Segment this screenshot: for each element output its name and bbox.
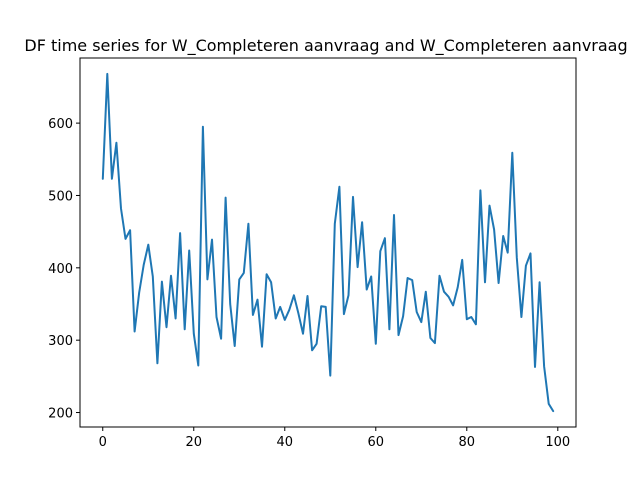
plot-frame (79, 57, 577, 428)
x-axis: 0 20 40 60 80 100 (99, 427, 570, 450)
x-tick-label: 40 (276, 435, 293, 450)
x-tick-label: 60 (368, 435, 385, 450)
y-tick-label: 300 (48, 334, 73, 349)
series-line (101, 72, 555, 413)
y-tick-label: 600 (48, 117, 73, 132)
x-tick-label: 80 (459, 435, 476, 450)
x-tick-label: 100 (545, 435, 570, 450)
y-tick-label: 500 (48, 189, 73, 204)
y-tick-label: 200 (48, 407, 73, 422)
x-tick-label: 20 (185, 435, 202, 450)
chart-title: DF time series for W_Completeren aanvraa… (24, 36, 627, 56)
x-tick-label: 0 (99, 435, 107, 450)
y-axis: 200 300 400 500 600 (48, 117, 80, 422)
y-tick-label: 400 (48, 262, 73, 277)
